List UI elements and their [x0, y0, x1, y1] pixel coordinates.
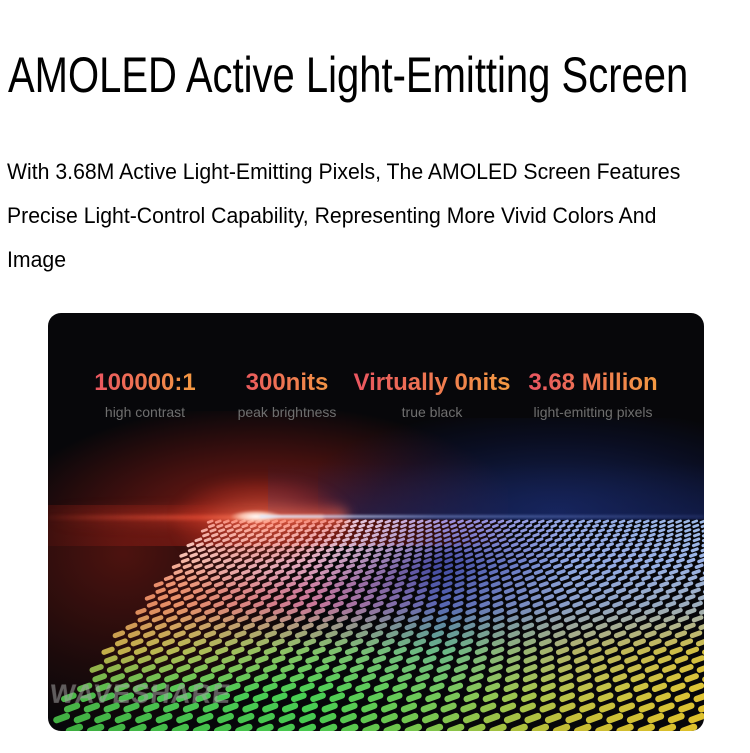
stat-pixels-value: 3.68 Million — [528, 369, 658, 396]
amoled-banner: WAVESHARE 100000:1 high contrast 300nits… — [48, 313, 704, 731]
page-title: AMOLED Active Light-Emitting Screen — [8, 47, 689, 103]
stat-true-black-value: Virtually 0nits — [353, 369, 511, 396]
stat-true-black: Virtually 0nits true black — [354, 371, 511, 420]
stat-contrast: 100000:1 high contrast — [94, 371, 195, 420]
stat-brightness-label: peak brightness — [237, 404, 337, 420]
stat-brightness-value: 300nits — [238, 371, 337, 395]
paragraph-line-3: Image — [7, 247, 67, 272]
red-light-streak — [48, 515, 324, 520]
paragraph-line-2: Precise Light-Control Capability, Repres… — [7, 203, 657, 228]
intro-paragraph: With 3.68M Active Light-Emitting Pixels,… — [7, 150, 705, 282]
lens-flare-halo — [176, 479, 346, 563]
stat-brightness: 300nits peak brightness — [238, 371, 337, 420]
red-light-streak-soft — [48, 509, 348, 525]
stats-row: 100000:1 high contrast 300nits peak brig… — [48, 371, 704, 441]
waveshare-watermark: WAVESHARE — [48, 679, 233, 709]
lens-flare-core — [230, 510, 282, 523]
stat-contrast-value: 100000:1 — [94, 369, 196, 396]
blue-light-streak — [260, 515, 704, 518]
stat-pixels-label: light-emitting pixels — [533, 404, 653, 420]
stat-pixels: 3.68 Million light-emitting pixels — [528, 371, 657, 420]
navy-glow — [318, 418, 704, 520]
pixel-grid-canvas — [48, 313, 704, 731]
stat-true-black-label: true black — [401, 404, 463, 420]
red-glow — [48, 411, 508, 546]
stat-contrast-label: high contrast — [104, 404, 186, 420]
navy-glow-wide — [268, 463, 704, 519]
maroon-glow — [48, 505, 328, 725]
paragraph-line-1: With 3.68M Active Light-Emitting Pixels,… — [7, 159, 681, 184]
